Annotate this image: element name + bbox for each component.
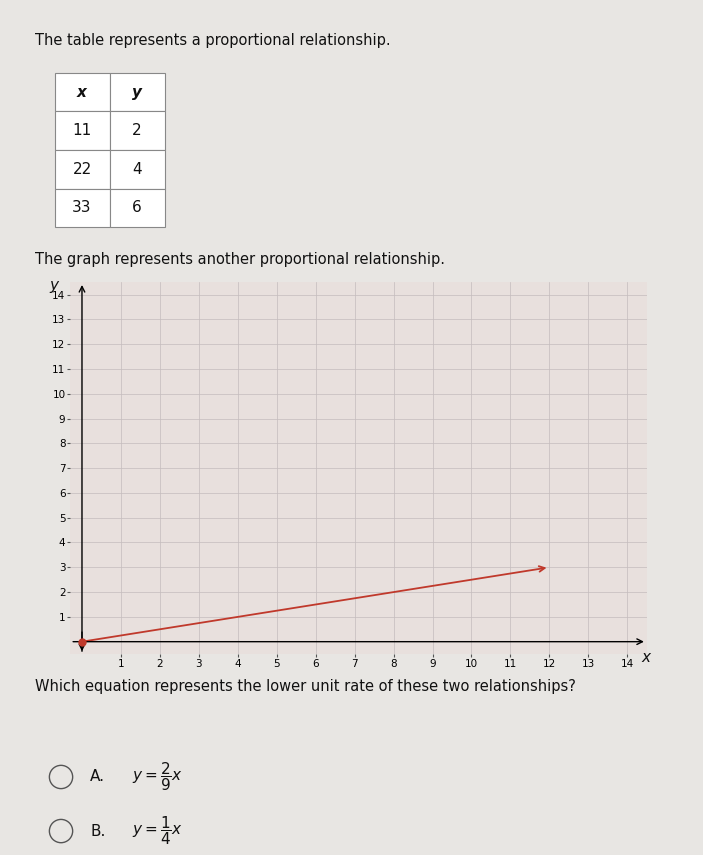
Text: 33: 33 [72,200,92,215]
Text: 2: 2 [132,123,142,139]
Text: x: x [77,85,87,100]
Text: 4: 4 [132,162,142,177]
FancyBboxPatch shape [110,73,165,111]
Text: y: y [50,279,58,293]
Text: B.: B. [90,823,105,839]
Text: 6: 6 [132,200,142,215]
FancyBboxPatch shape [55,189,110,227]
Text: The table represents a proportional relationship.: The table represents a proportional rela… [35,33,391,48]
FancyBboxPatch shape [110,189,165,227]
Text: $y = \dfrac{2}{9}x$: $y = \dfrac{2}{9}x$ [132,761,183,793]
Text: A.: A. [90,770,105,785]
Text: The graph represents another proportional relationship.: The graph represents another proportiona… [35,251,445,267]
Text: $y = \dfrac{1}{4}x$: $y = \dfrac{1}{4}x$ [132,815,183,847]
Text: 11: 11 [72,123,91,139]
Text: y: y [132,85,142,100]
FancyBboxPatch shape [55,73,110,111]
FancyBboxPatch shape [110,150,165,189]
FancyBboxPatch shape [55,150,110,189]
Text: x: x [641,651,650,665]
FancyBboxPatch shape [110,111,165,150]
Text: Which equation represents the lower unit rate of these two relationships?: Which equation represents the lower unit… [35,679,576,694]
Text: 22: 22 [72,162,91,177]
FancyBboxPatch shape [55,111,110,150]
